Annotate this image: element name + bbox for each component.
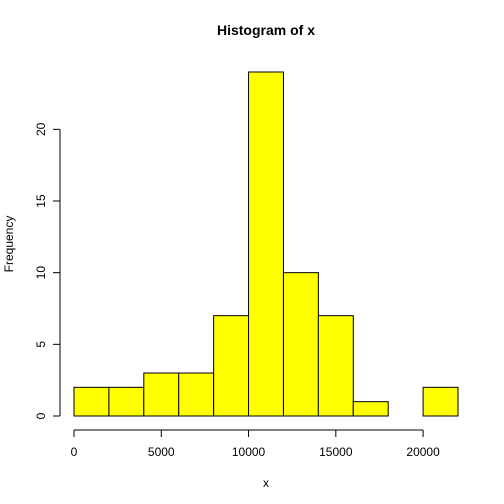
x-tick-label: 10000 <box>232 445 266 459</box>
y-axis: 0 5 10 15 20 <box>34 122 61 419</box>
histogram-bar-10 <box>422 386 459 417</box>
x-axis: 0 5000 10000 15000 20000 <box>71 429 440 459</box>
histogram-bar-2 <box>143 372 180 417</box>
x-tick-label: 5000 <box>148 445 175 459</box>
histogram-bar-8 <box>352 401 389 417</box>
y-tick-label: 20 <box>34 122 48 136</box>
histogram-bar-1 <box>108 386 145 417</box>
y-tick-label: 0 <box>34 412 48 419</box>
y-tick-label: 15 <box>34 194 48 208</box>
histogram-bar-3 <box>178 372 215 417</box>
x-axis-label: x <box>263 476 269 490</box>
histogram-bar-5 <box>248 71 284 417</box>
y-axis-label: Frequency <box>2 216 16 273</box>
y-tick-label: 5 <box>34 341 48 348</box>
y-tick-label: 10 <box>34 266 48 280</box>
chart-title: Histogram of x <box>217 22 315 38</box>
x-tick-label: 15000 <box>319 445 353 459</box>
x-tick-label: 0 <box>71 445 78 459</box>
histogram-bar-6 <box>282 272 319 417</box>
histogram-bar-7 <box>317 315 354 417</box>
bars-group <box>73 71 459 417</box>
histogram-bar-4 <box>213 315 250 417</box>
histogram-bar-0 <box>73 386 110 417</box>
x-tick-label: 20000 <box>406 445 440 459</box>
